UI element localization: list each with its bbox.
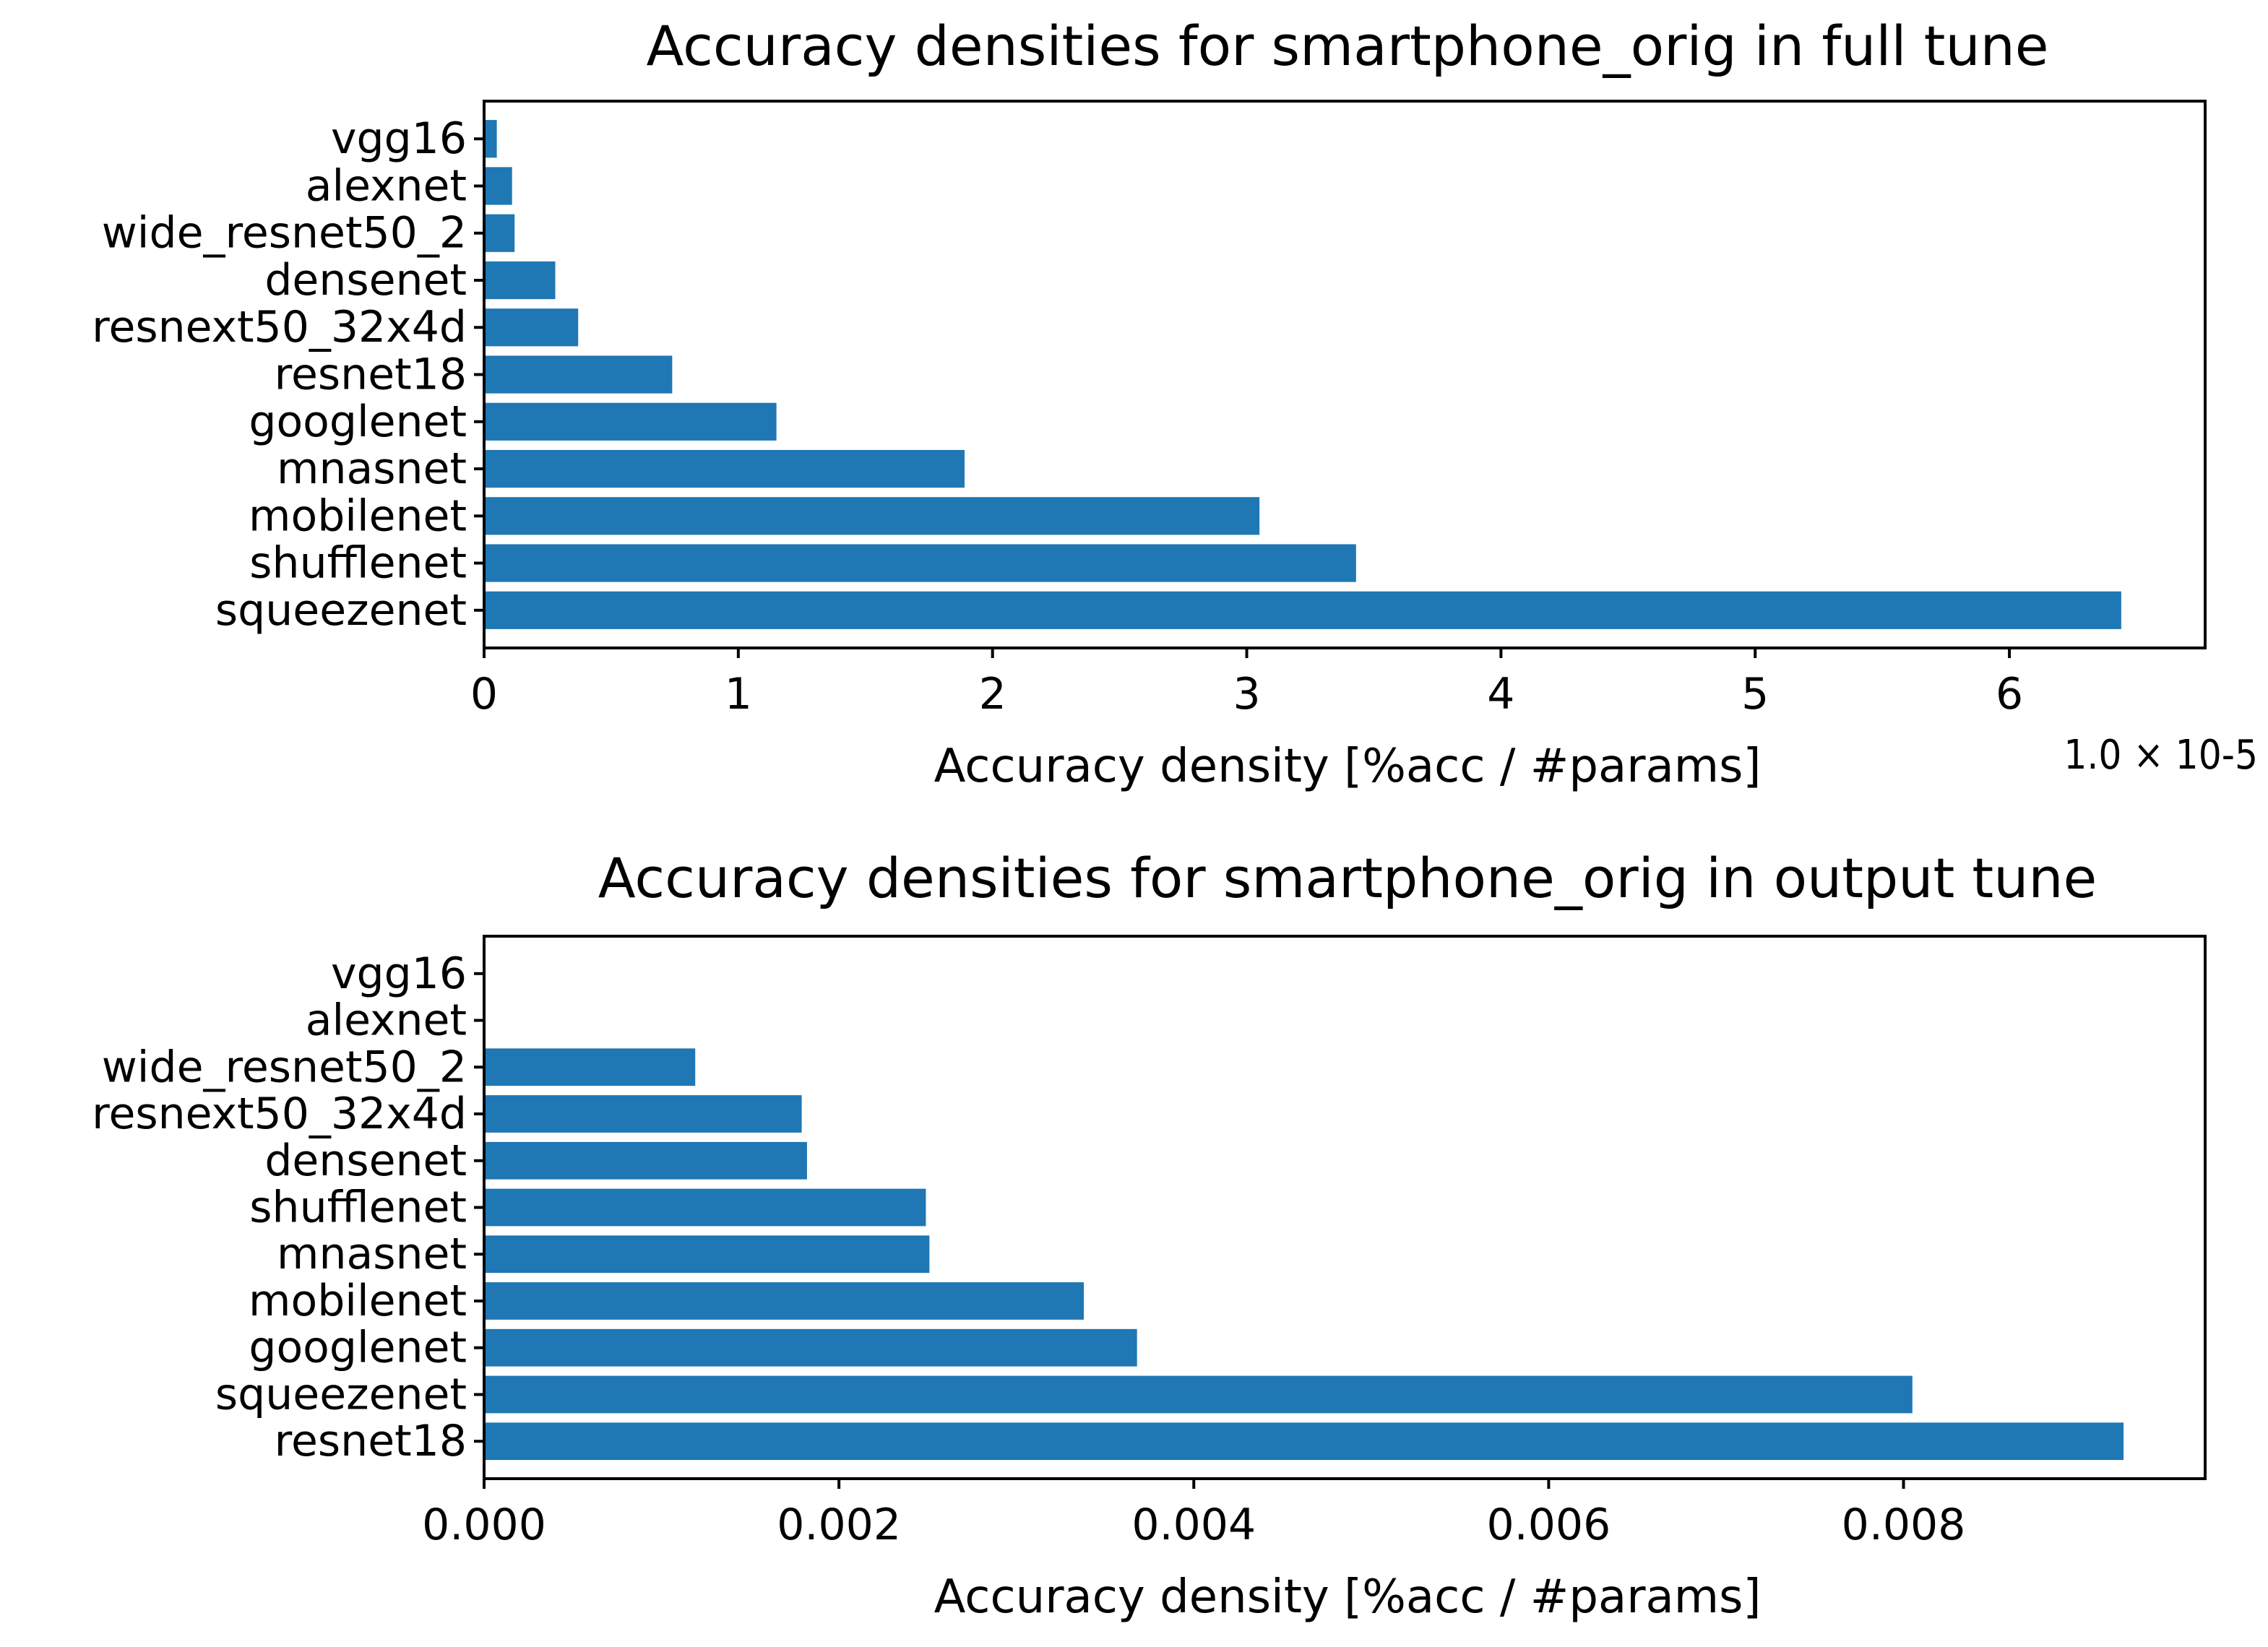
category-label-mobilenet: mobilenet xyxy=(249,1276,467,1326)
category-label-alexnet: alexnet xyxy=(306,160,467,211)
bar-densenet xyxy=(484,1141,807,1180)
category-labels: vgg16alexnetwide_resnet50_2resnext50_32x… xyxy=(92,948,484,1466)
category-label-vgg16: vgg16 xyxy=(331,948,467,999)
plot-frame xyxy=(483,100,2207,649)
bar-vgg16 xyxy=(484,120,497,158)
x-axis-label: Accuracy density [%acc / #params] xyxy=(934,1570,1762,1624)
x-tick-label: 0.008 xyxy=(1842,1500,1966,1550)
bar-alexnet xyxy=(484,167,512,205)
bar-resnet18 xyxy=(484,1422,2124,1461)
x-tick-label: 2 xyxy=(979,669,1006,719)
bar-squeezenet xyxy=(484,1375,1913,1414)
bar-densenet xyxy=(484,261,556,300)
category-label-googlenet: googlenet xyxy=(249,1323,467,1373)
x-tick-label: 0 xyxy=(470,669,498,719)
x-axis-offset-text: 1.0 × 10-5 xyxy=(2064,732,2258,779)
bar-squeezenet xyxy=(484,591,2121,629)
x-axis-label: Accuracy density [%acc / #params] xyxy=(934,740,1762,793)
category-label-mnasnet: mnasnet xyxy=(277,1229,467,1279)
x-tick-label: 1 xyxy=(725,669,752,719)
bar-googlenet xyxy=(484,402,777,441)
category-label-wide-resnet50-2: wide_resnet50_2 xyxy=(102,1042,467,1092)
chart-title: Accuracy densities for smartphone_orig i… xyxy=(598,846,2097,910)
category-label-vgg16: vgg16 xyxy=(331,113,467,164)
bar-mnasnet xyxy=(484,1235,930,1274)
x-axis-ticks: 0 1 2 3 4 5 6 xyxy=(470,648,2023,719)
x-axis-ticks: 0.000 0.002 0.004 0.006 0.008 xyxy=(422,1479,1965,1550)
category-label-squeezenet: squeezenet xyxy=(215,585,467,636)
x-tick-label: 4 xyxy=(1487,669,1514,719)
chart-title: Accuracy densities for smartphone_orig i… xyxy=(646,14,2048,78)
category-label-resnet18: resnet18 xyxy=(275,1416,467,1466)
category-label-resnext50-32x4d: resnext50_32x4d xyxy=(92,302,467,353)
bar-wide-resnet50-2 xyxy=(484,214,515,252)
category-label-mnasnet: mnasnet xyxy=(277,444,467,494)
category-label-shufflenet: shufflenet xyxy=(249,538,467,589)
x-tick-label: 0.002 xyxy=(777,1500,901,1550)
bar-resnet18 xyxy=(484,355,673,394)
x-tick-label: 0.006 xyxy=(1487,1500,1611,1550)
category-labels: vgg16alexnetwide_resnet50_2densenetresne… xyxy=(92,113,484,636)
chart-output-tune: Accuracy densities for smartphone_orig i… xyxy=(92,846,2207,1624)
category-label-densenet: densenet xyxy=(264,255,467,306)
category-label-densenet: densenet xyxy=(264,1136,467,1186)
x-tick-label: 0.000 xyxy=(422,1500,546,1550)
category-label-googlenet: googlenet xyxy=(249,397,467,447)
category-label-squeezenet: squeezenet xyxy=(215,1369,467,1419)
bar-mobilenet xyxy=(484,1282,1085,1320)
bar-googlenet xyxy=(484,1328,1137,1367)
bar-resnext50-32x4d xyxy=(484,1095,802,1133)
plot-frame xyxy=(483,935,2207,1480)
category-label-shufflenet: shufflenet xyxy=(249,1183,467,1233)
category-label-resnext50-32x4d: resnext50_32x4d xyxy=(92,1089,467,1139)
bar-shufflenet xyxy=(484,1188,926,1227)
category-label-resnet18: resnet18 xyxy=(275,350,467,400)
bar-group xyxy=(484,1048,2124,1461)
bar-group xyxy=(484,120,2121,629)
x-tick-label: 6 xyxy=(1996,669,2023,719)
bar-mnasnet xyxy=(484,449,965,488)
bar-wide-resnet50-2 xyxy=(484,1048,696,1086)
x-tick-label: 0.004 xyxy=(1131,1500,1256,1550)
category-label-alexnet: alexnet xyxy=(306,995,467,1046)
x-tick-label: 3 xyxy=(1233,669,1260,719)
category-label-wide-resnet50-2: wide_resnet50_2 xyxy=(102,208,467,259)
category-label-mobilenet: mobilenet xyxy=(249,490,467,541)
chart-full-tune: Accuracy densities for smartphone_orig i… xyxy=(92,14,2258,793)
bar-shufflenet xyxy=(484,544,1356,582)
x-tick-label: 5 xyxy=(1741,669,1769,719)
bar-mobilenet xyxy=(484,497,1260,535)
bar-resnext50-32x4d xyxy=(484,308,579,347)
